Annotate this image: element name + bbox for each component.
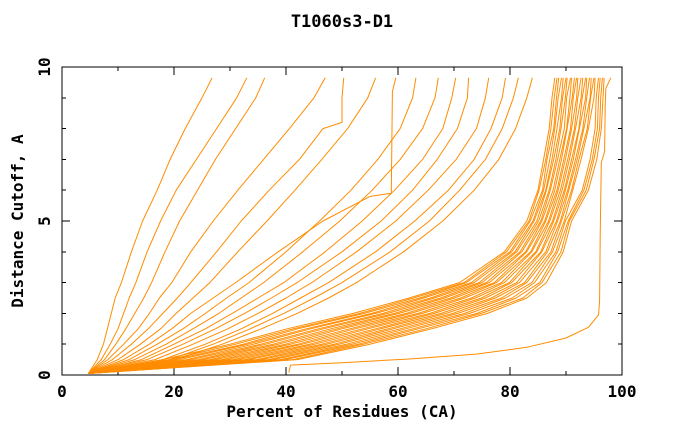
accuracy-curve [88,77,506,374]
accuracy-curve [88,77,345,374]
accuracy-curve [88,77,582,374]
x-axis-label: Percent of Residues (CA) [226,402,458,421]
accuracy-curve [88,77,588,374]
accuracy-curve [88,77,601,374]
y-tick-label: 5 [35,216,54,226]
accuracy-curve [88,77,584,374]
accuracy-curve [88,77,417,374]
x-tick-label: 0 [57,382,67,401]
accuracy-curve [88,77,590,374]
accuracy-curve [88,77,457,374]
accuracy-curve [88,77,592,374]
accuracy-curve [88,77,579,374]
y-tick-label: 10 [35,57,54,76]
accuracy-curve [88,77,490,374]
accuracy-curve [88,77,562,374]
accuracy-curve [88,77,567,374]
accuracy-curve [88,77,568,374]
accuracy-curve [87,77,266,374]
axis-tick-labels: 0 20 40 60 80 100 0 5 10 [35,57,636,401]
accuracy-curve [88,77,519,374]
accuracy-curve [88,77,587,374]
model-curves [87,77,612,374]
accuracy-curve [88,77,603,374]
x-tick-label: 20 [164,382,183,401]
axes-frame [61,66,623,376]
axis-ticks [61,66,623,376]
accuracy-curve [88,77,596,374]
accuracy-curve [88,77,605,374]
accuracy-curve [88,77,558,374]
accuracy-curve [88,77,377,374]
accuracy-curve [88,77,575,374]
accuracy-curve [88,77,470,374]
accuracy-curve [88,77,571,374]
x-tick-label: 40 [276,382,295,401]
x-tick-label: 100 [608,382,637,401]
accuracy-curve [88,77,326,374]
accuracy-curve [87,77,248,374]
accuracy-curve [288,77,612,373]
accuracy-curve [88,77,573,374]
accuracy-curve [88,77,556,374]
accuracy-curve [88,77,595,374]
accuracy-curve [88,77,439,374]
accuracy-curve [88,77,578,374]
accuracy-curve [88,77,564,374]
accuracy-curve [87,77,213,374]
accuracy-curve [88,77,533,374]
x-tick-label: 60 [388,382,407,401]
x-tick-label: 80 [500,382,519,401]
y-axis-label: Distance Cutoff, A [8,134,27,308]
accuracy-curve [88,77,560,374]
y-tick-label: 0 [35,370,54,380]
chart-title: T1060s3-D1 [290,12,394,32]
accuracy-curve [88,77,599,374]
